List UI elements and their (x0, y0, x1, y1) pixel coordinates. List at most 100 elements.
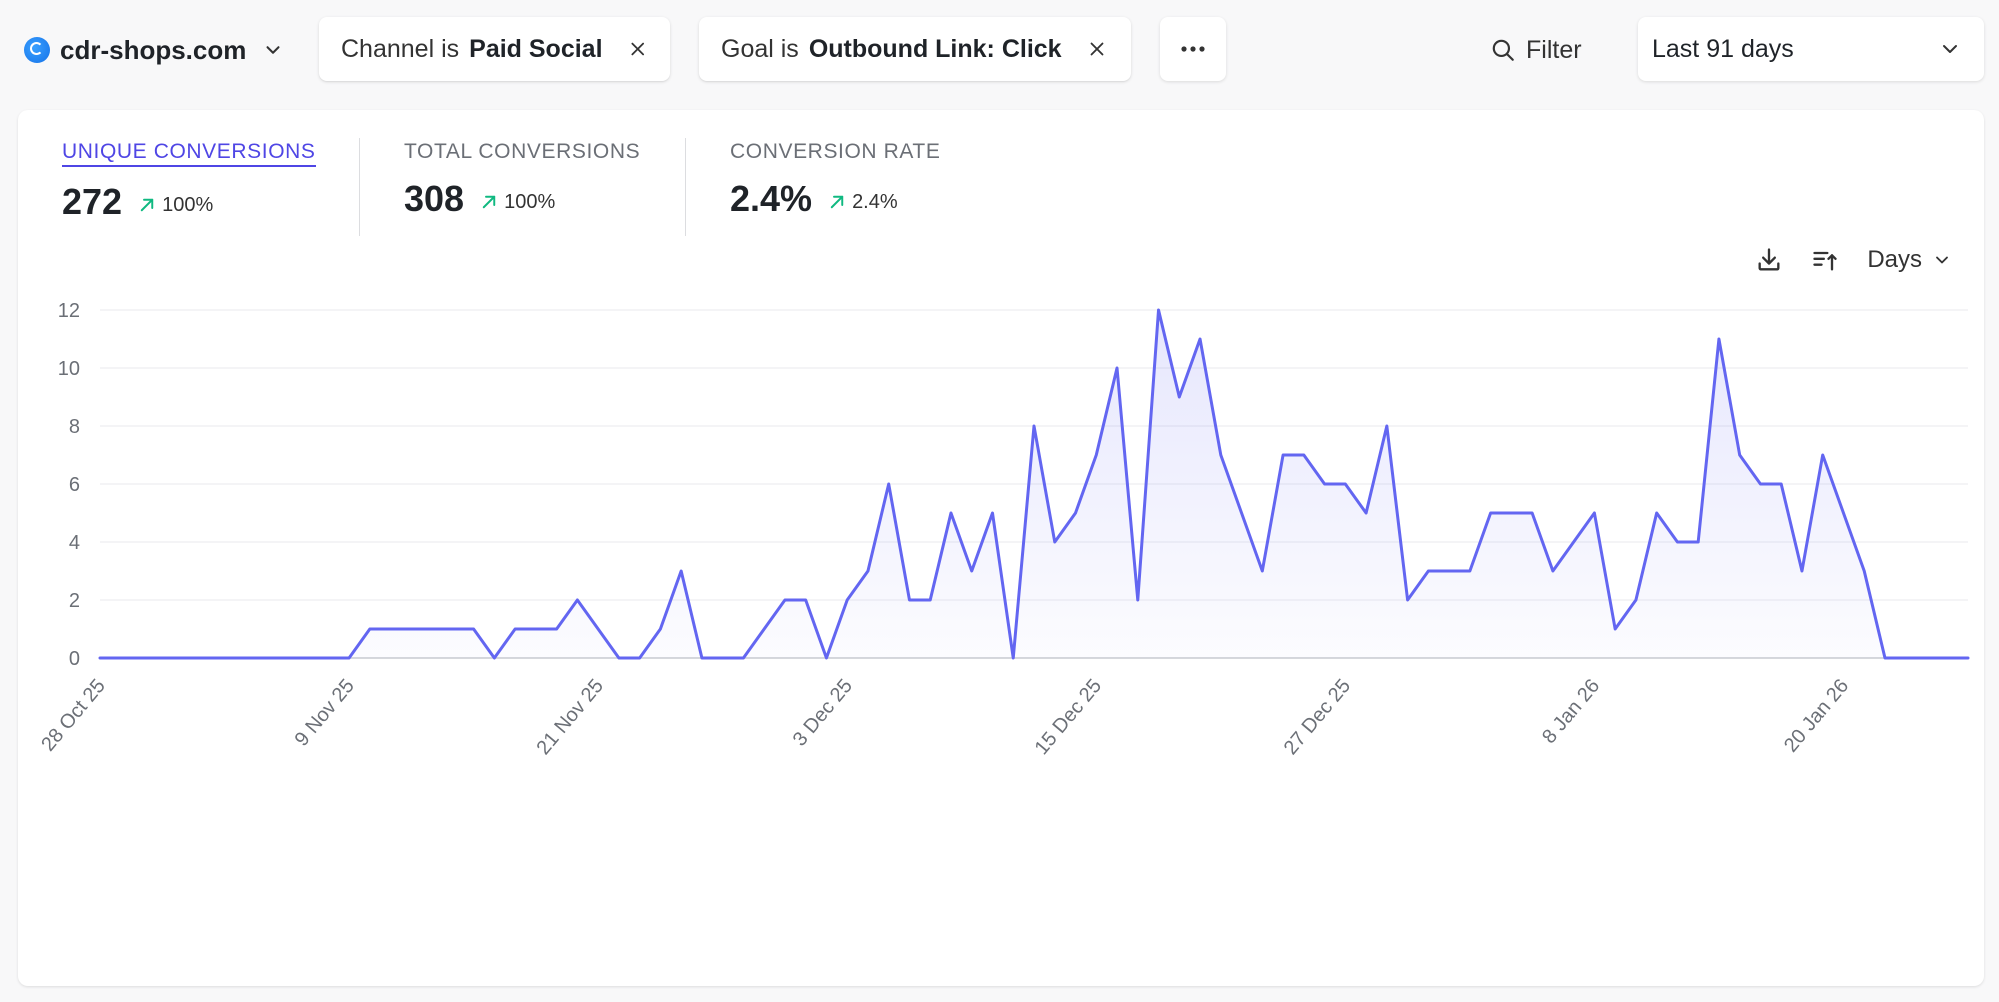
data-point[interactable] (1445, 567, 1453, 575)
data-point[interactable] (1736, 451, 1744, 459)
data-point[interactable] (822, 654, 830, 662)
data-point[interactable] (1694, 538, 1702, 546)
data-point[interactable] (636, 654, 644, 662)
data-point[interactable] (449, 625, 457, 633)
data-point[interactable] (719, 654, 727, 662)
data-point[interactable] (304, 654, 312, 662)
filter-button[interactable]: Filter (1490, 30, 1582, 70)
data-point[interactable] (428, 625, 436, 633)
data-point[interactable] (677, 567, 685, 575)
close-icon[interactable] (1086, 38, 1108, 60)
data-point[interactable] (407, 625, 415, 633)
data-point[interactable] (1590, 509, 1598, 517)
data-point[interactable] (1528, 509, 1536, 517)
data-point[interactable] (200, 654, 208, 662)
data-point[interactable] (283, 654, 291, 662)
data-point[interactable] (947, 509, 955, 517)
data-point[interactable] (1881, 654, 1889, 662)
data-point[interactable] (698, 654, 706, 662)
data-point[interactable] (511, 625, 519, 633)
data-point[interactable] (1632, 596, 1640, 604)
data-point[interactable] (553, 625, 561, 633)
data-point[interactable] (968, 567, 976, 575)
data-point[interactable] (324, 654, 332, 662)
data-point[interactable] (1756, 480, 1764, 488)
data-point[interactable] (1653, 509, 1661, 517)
metric-conversion-rate[interactable]: CONVERSION RATE 2.4% 2.4% (730, 140, 980, 240)
sort-icon[interactable] (1811, 246, 1839, 274)
data-point[interactable] (96, 654, 104, 662)
site-switcher[interactable]: cdr-shops.com (24, 30, 284, 70)
data-point[interactable] (864, 567, 872, 575)
data-point[interactable] (1819, 451, 1827, 459)
data-point[interactable] (1383, 422, 1391, 430)
data-point[interactable] (573, 596, 581, 604)
data-point[interactable] (1549, 567, 1557, 575)
data-point[interactable] (1362, 509, 1370, 517)
data-point[interactable] (1217, 451, 1225, 459)
data-point[interactable] (781, 596, 789, 604)
metric-total-conversions[interactable]: TOTAL CONVERSIONS 308 100% (404, 140, 654, 240)
data-point[interactable] (158, 654, 166, 662)
data-point[interactable] (1321, 480, 1329, 488)
data-point[interactable] (490, 654, 498, 662)
period-picker[interactable]: Last 91 days (1638, 17, 1984, 81)
data-point[interactable] (988, 509, 996, 517)
data-point[interactable] (1072, 509, 1080, 517)
data-point[interactable] (760, 625, 768, 633)
data-point[interactable] (1155, 306, 1163, 314)
data-point[interactable] (905, 596, 913, 604)
data-point[interactable] (1922, 654, 1930, 662)
data-point[interactable] (926, 596, 934, 604)
filter-chip-goal[interactable]: Goal is Outbound Link: Click (699, 17, 1131, 81)
conversions-chart[interactable]: 0 2 4 6 8 10 12 28 Oct 25 9 Nov 25 21 Nov 25 3 De… (18, 110, 1984, 986)
data-point[interactable] (1424, 567, 1432, 575)
data-point[interactable] (262, 654, 270, 662)
metric-unique-conversions[interactable]: UNIQUE CONVERSIONS 272 100% (62, 140, 316, 240)
data-point[interactable] (1611, 625, 1619, 633)
data-point[interactable] (802, 596, 810, 604)
data-point[interactable] (1258, 567, 1266, 575)
data-point[interactable] (1300, 451, 1308, 459)
data-point[interactable] (345, 654, 353, 662)
data-point[interactable] (1196, 335, 1204, 343)
data-point[interactable] (1175, 393, 1183, 401)
data-point[interactable] (1238, 509, 1246, 517)
data-point[interactable] (1943, 654, 1951, 662)
download-icon[interactable] (1755, 246, 1783, 274)
data-point[interactable] (1009, 654, 1017, 662)
data-point[interactable] (739, 654, 747, 662)
data-point[interactable] (532, 625, 540, 633)
data-point[interactable] (179, 654, 187, 662)
data-point[interactable] (1113, 364, 1121, 372)
data-point[interactable] (843, 596, 851, 604)
data-point[interactable] (1507, 509, 1515, 517)
more-filters-button[interactable] (1160, 17, 1226, 81)
data-point[interactable] (1715, 335, 1723, 343)
data-point[interactable] (221, 654, 229, 662)
data-point[interactable] (117, 654, 125, 662)
data-point[interactable] (1487, 509, 1495, 517)
data-point[interactable] (1777, 480, 1785, 488)
data-point[interactable] (1030, 422, 1038, 430)
data-point[interactable] (1860, 567, 1868, 575)
data-point[interactable] (138, 654, 146, 662)
data-point[interactable] (656, 625, 664, 633)
data-point[interactable] (1279, 451, 1287, 459)
data-point[interactable] (1092, 451, 1100, 459)
data-point[interactable] (1341, 480, 1349, 488)
data-point[interactable] (885, 480, 893, 488)
data-point[interactable] (615, 654, 623, 662)
data-point[interactable] (1798, 567, 1806, 575)
data-point[interactable] (1964, 654, 1972, 662)
data-point[interactable] (1051, 538, 1059, 546)
close-icon[interactable] (627, 38, 648, 60)
data-point[interactable] (1404, 596, 1412, 604)
data-point[interactable] (1466, 567, 1474, 575)
data-point[interactable] (1902, 654, 1910, 662)
data-point[interactable] (366, 625, 374, 633)
data-point[interactable] (387, 625, 395, 633)
filter-chip-channel[interactable]: Channel is Paid Social (319, 17, 670, 81)
data-point[interactable] (1570, 538, 1578, 546)
data-point[interactable] (470, 625, 478, 633)
